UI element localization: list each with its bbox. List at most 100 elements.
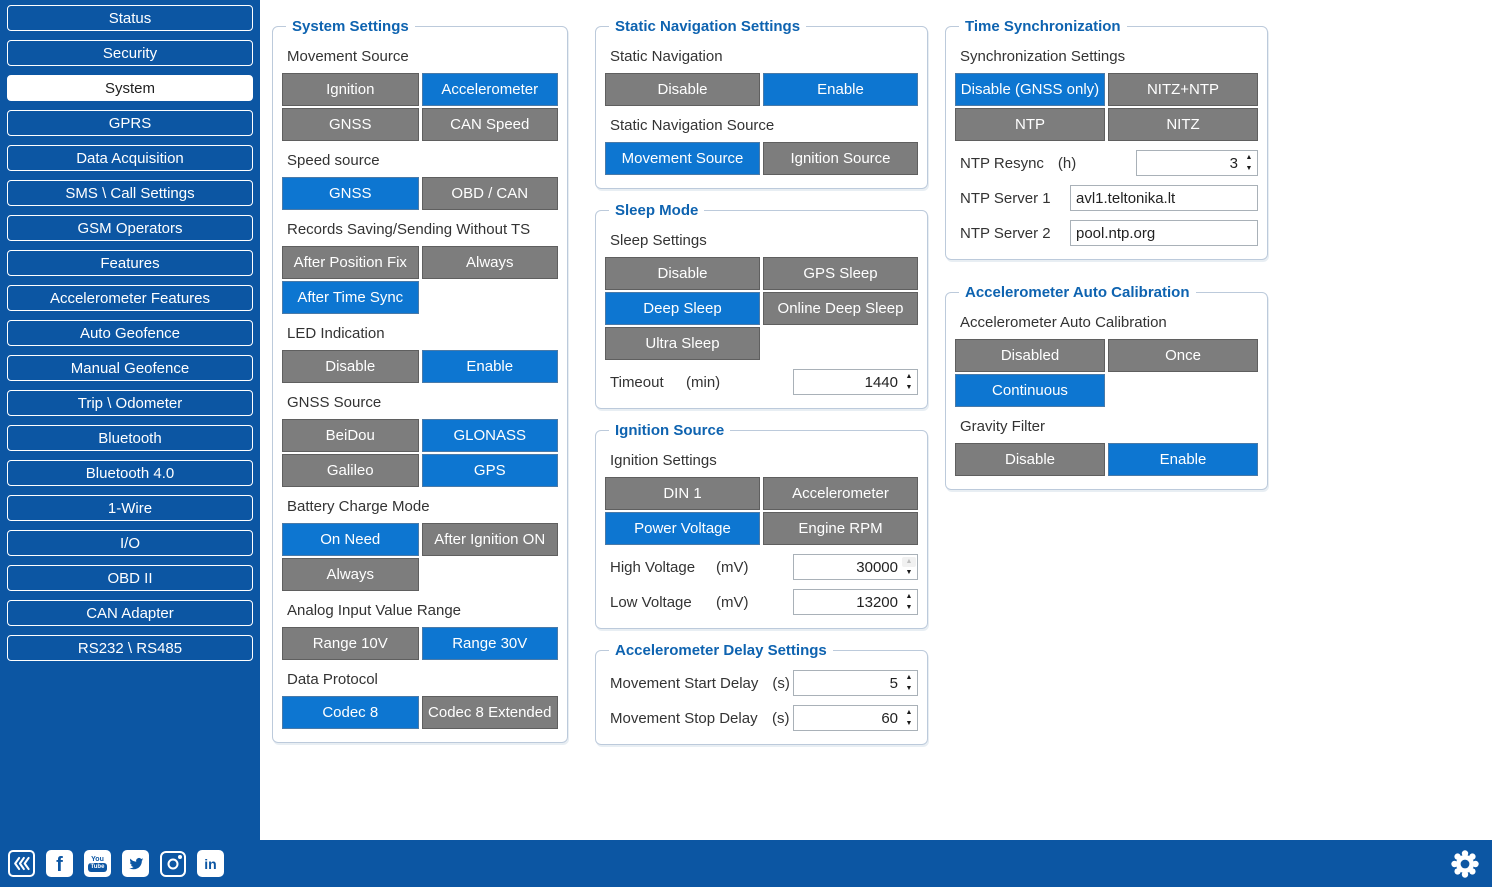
option-accelerometer[interactable]: Accelerometer [421,73,558,106]
sidebar-item-status[interactable]: Status [7,5,253,31]
spin-down-icon[interactable] [902,719,916,729]
sidebar-item-gsm-operators[interactable]: GSM Operators [7,215,253,241]
option-beidou[interactable]: BeiDou [282,419,419,452]
option-movement-source[interactable]: Movement Source [605,142,760,175]
sidebar-item-auto-geofence[interactable]: Auto Geofence [7,320,253,346]
sidebar-item-sms-call-settings[interactable]: SMS \ Call Settings [7,180,253,206]
sidebar-item-data-acquisition[interactable]: Data Acquisition [7,145,253,171]
option-can-speed[interactable]: CAN Speed [421,108,558,141]
spin-up-icon[interactable] [1242,153,1256,163]
sidebar-item-can-adapter[interactable]: CAN Adapter [7,600,253,626]
option-static-nav-disable[interactable]: Disable [605,73,760,106]
option-charge-always[interactable]: Always [282,558,419,591]
label-synchronization-settings: Synchronization Settings [960,48,1126,65]
footer-bar: f You Tube in [0,840,1492,887]
option-disable-gnss-only[interactable]: Disable (GNSS only) [955,73,1105,106]
option-gnss[interactable]: GNSS [282,108,419,141]
option-range-30v[interactable]: Range 30V [421,627,558,660]
sidebar-item-bluetooth-40[interactable]: Bluetooth 4.0 [7,460,253,486]
spin-down-icon[interactable] [902,383,916,393]
facebook-icon[interactable]: f [46,850,73,877]
ntp-server-1-input[interactable] [1070,185,1258,211]
instagram-icon[interactable] [160,850,186,877]
option-after-time-sync[interactable]: After Time Sync [282,281,419,314]
option-cal-disabled[interactable]: Disabled [955,339,1105,372]
sidebar-item-obd-ii[interactable]: OBD II [7,565,253,591]
option-static-nav-enable[interactable]: Enable [763,73,918,106]
option-glonass[interactable]: GLONASS [421,419,558,452]
sidebar-item-gprs[interactable]: GPRS [7,110,253,136]
option-galileo[interactable]: Galileo [282,454,419,487]
youtube-icon[interactable]: You Tube [84,850,111,877]
ntp-resync-input[interactable] [1137,151,1241,175]
option-after-position-fix[interactable]: After Position Fix [282,246,419,279]
spin-down-icon[interactable] [902,684,916,694]
spin-up-icon[interactable] [902,673,916,683]
linkedin-icon[interactable]: in [197,850,224,877]
option-range-10v[interactable]: Range 10V [282,627,419,660]
sidebar-item-io[interactable]: I/O [7,530,253,556]
option-nitz-ntp[interactable]: NITZ+NTP [1108,73,1258,106]
option-led-disable[interactable]: Disable [282,350,419,383]
option-on-need[interactable]: On Need [282,523,419,556]
option-ultra-sleep[interactable]: Ultra Sleep [605,327,760,360]
option-led-enable[interactable]: Enable [421,350,558,383]
option-obd-can[interactable]: OBD / CAN [421,177,558,210]
option-din-1[interactable]: DIN 1 [605,477,760,510]
start-delay-input[interactable] [794,671,901,695]
high-voltage-input[interactable] [794,555,901,579]
label-high-voltage: High Voltage [610,558,696,576]
option-cal-once[interactable]: Once [1108,339,1258,372]
option-ignition[interactable]: Ignition [282,73,419,106]
sidebar-item-accelerometer-features[interactable]: Accelerometer Features [7,285,253,311]
option-ignition-accelerometer[interactable]: Accelerometer [763,477,918,510]
option-gps-sleep[interactable]: GPS Sleep [763,257,918,290]
low-voltage-input[interactable] [794,590,901,614]
sidebar-item-security[interactable]: Security [7,40,253,66]
option-ignition-source[interactable]: Ignition Source [763,142,918,175]
option-power-voltage[interactable]: Power Voltage [605,512,760,545]
sidebar-item-bluetooth[interactable]: Bluetooth [7,425,253,451]
collapse-icon[interactable] [8,850,35,877]
option-ntp[interactable]: NTP [955,108,1105,141]
sidebar-item-features[interactable]: Features [7,250,253,276]
label-static-navigation-source: Static Navigation Source [610,117,775,134]
option-codec-8[interactable]: Codec 8 [282,696,419,729]
option-online-deep-sleep[interactable]: Online Deep Sleep [763,292,918,325]
sidebar-item-manual-geofence[interactable]: Manual Geofence [7,355,253,381]
option-always[interactable]: Always [421,246,558,279]
spin-up-icon[interactable] [902,372,916,382]
spin-up-icon[interactable] [902,556,916,567]
ntp-server-2-input[interactable] [1070,220,1258,246]
spin-down-icon[interactable] [1242,164,1256,174]
option-sleep-disable[interactable]: Disable [605,257,760,290]
option-deep-sleep[interactable]: Deep Sleep [605,292,760,325]
option-after-ignition-on[interactable]: After Ignition ON [421,523,558,556]
option-gravity-disable[interactable]: Disable [955,443,1105,476]
sidebar-item-rs232-rs485[interactable]: RS232 \ RS485 [7,635,253,661]
option-speed-gnss[interactable]: GNSS [282,177,419,210]
twitter-icon[interactable] [122,850,149,877]
label-analog-input-range: Analog Input Value Range [287,602,462,619]
timeout-input[interactable] [794,370,901,394]
label-gnss-source: GNSS Source [287,394,382,411]
option-engine-rpm[interactable]: Engine RPM [763,512,918,545]
option-gravity-enable[interactable]: Enable [1108,443,1258,476]
spin-down-icon[interactable] [902,603,916,613]
spin-up-icon[interactable] [902,708,916,718]
sidebar-item-system[interactable]: System [7,75,253,101]
panel-title-accelerometer-delay: Accelerometer Delay Settings [615,642,827,659]
stop-delay-input[interactable] [794,706,901,730]
spin-up-icon[interactable] [902,592,916,602]
settings-gear-icon[interactable] [1450,849,1480,879]
option-codec-8-extended[interactable]: Codec 8 Extended [421,696,558,729]
option-nitz[interactable]: NITZ [1108,108,1258,141]
option-cal-continuous[interactable]: Continuous [955,374,1105,407]
panel-title-static-navigation: Static Navigation Settings [615,18,801,35]
option-gps[interactable]: GPS [421,454,558,487]
spin-down-icon[interactable] [902,568,916,578]
sidebar-item-trip-odometer[interactable]: Trip \ Odometer [7,390,253,416]
panel-system-settings: System Settings Movement Source Ignition… [272,18,568,743]
panel-accelerometer-delay: Accelerometer Delay Settings Movement St… [595,642,928,745]
sidebar-item-1-wire[interactable]: 1-Wire [7,495,253,521]
